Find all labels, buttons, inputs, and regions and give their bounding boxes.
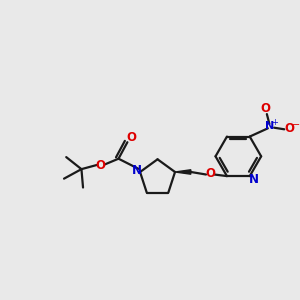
Text: O: O <box>205 167 215 180</box>
Text: N: N <box>132 164 142 177</box>
Polygon shape <box>175 170 191 174</box>
Text: +: + <box>271 118 278 127</box>
Text: O: O <box>95 159 106 172</box>
Text: O: O <box>285 122 295 135</box>
Text: N: N <box>266 122 275 131</box>
Text: O: O <box>260 102 270 115</box>
Text: O: O <box>126 131 136 144</box>
Text: N: N <box>249 173 259 186</box>
Text: −: − <box>292 121 300 130</box>
